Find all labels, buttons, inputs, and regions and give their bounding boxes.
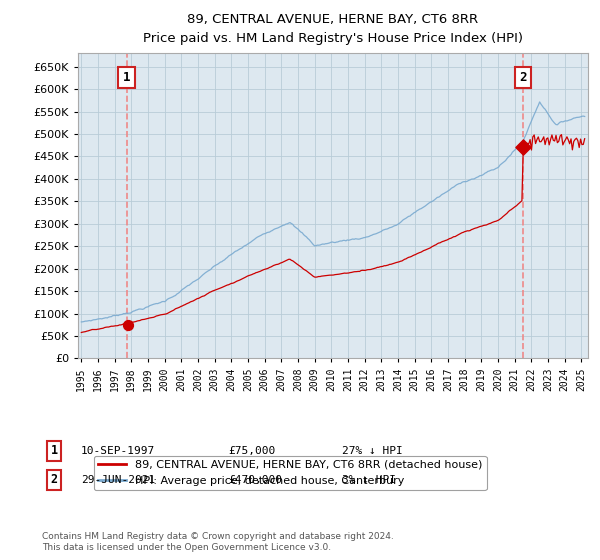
Title: 89, CENTRAL AVENUE, HERNE BAY, CT6 8RR
Price paid vs. HM Land Registry's House P: 89, CENTRAL AVENUE, HERNE BAY, CT6 8RR P…	[143, 13, 523, 45]
Text: 10-SEP-1997: 10-SEP-1997	[81, 446, 155, 456]
Point	[123, 320, 133, 329]
Text: 2: 2	[50, 473, 58, 487]
Text: Contains HM Land Registry data © Crown copyright and database right 2024.
This d: Contains HM Land Registry data © Crown c…	[42, 532, 394, 552]
Point	[518, 143, 528, 152]
Text: £470,000: £470,000	[228, 475, 282, 485]
Text: 1: 1	[50, 444, 58, 458]
Legend: 89, CENTRAL AVENUE, HERNE BAY, CT6 8RR (detached house), HPI: Average price, det: 89, CENTRAL AVENUE, HERNE BAY, CT6 8RR (…	[94, 455, 487, 490]
Text: 2: 2	[519, 71, 527, 84]
Text: 29-JUN-2021: 29-JUN-2021	[81, 475, 155, 485]
Text: 1: 1	[123, 71, 130, 84]
Text: £75,000: £75,000	[228, 446, 275, 456]
Text: 3% ↓ HPI: 3% ↓ HPI	[342, 475, 396, 485]
Text: 27% ↓ HPI: 27% ↓ HPI	[342, 446, 403, 456]
